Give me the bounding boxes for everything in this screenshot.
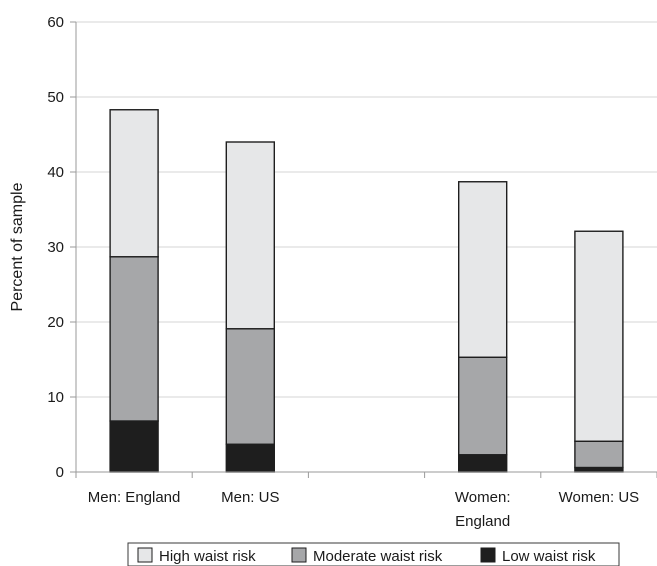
bar-segment-low-waist-risk-0 bbox=[109, 420, 159, 473]
y-tick-label-10: 10 bbox=[47, 389, 64, 406]
y-tick-label-0: 0 bbox=[56, 464, 64, 481]
bar-segment-high-waist-risk-3 bbox=[458, 181, 508, 358]
bar-segment-low-waist-risk-3 bbox=[458, 454, 508, 473]
legend-box bbox=[127, 542, 620, 566]
y-tick-labels: 0 10 20 30 40 50 60 bbox=[47, 14, 64, 481]
bar-segment-moderate-waist-risk-3 bbox=[458, 356, 508, 456]
legend-label-low-waist-risk: Low waist risk bbox=[502, 548, 596, 565]
axes bbox=[70, 21, 657, 478]
legend-label-moderate-waist-risk: Moderate waist risk bbox=[313, 548, 443, 565]
bar-segment-high-waist-risk-1 bbox=[225, 141, 276, 330]
bar-segment-moderate-waist-risk-4 bbox=[574, 440, 624, 469]
y-axis-title: Percent of sample bbox=[9, 182, 26, 311]
gridlines bbox=[76, 21, 657, 398]
legend-swatch-low-waist-risk bbox=[480, 547, 496, 563]
x-category-label-1: Men: US bbox=[221, 489, 279, 506]
x-category-label-3: Women: England bbox=[455, 489, 511, 530]
bars bbox=[109, 109, 624, 473]
legend-label-high-waist-risk: High waist risk bbox=[159, 548, 256, 565]
bar-segment-low-waist-risk-1 bbox=[225, 443, 276, 473]
legend-swatch-high-waist-risk bbox=[137, 547, 153, 563]
bar-segment-high-waist-risk-0 bbox=[109, 109, 159, 258]
x-category-label-4: Women: US bbox=[559, 489, 640, 506]
y-tick-label-40: 40 bbox=[47, 164, 64, 181]
x-category-label-0: Men: England bbox=[88, 489, 181, 506]
x-category-labels: Men: England Men: US Women: England Women: U… bbox=[88, 489, 639, 530]
y-tick-label-20: 20 bbox=[47, 314, 64, 331]
bar-segment-moderate-waist-risk-1 bbox=[225, 328, 276, 445]
legend-swatch-moderate-waist-risk bbox=[291, 547, 307, 563]
bar-segment-high-waist-risk-4 bbox=[574, 230, 624, 442]
y-tick-label-50: 50 bbox=[47, 89, 64, 106]
y-tick-label-30: 30 bbox=[47, 239, 64, 256]
bar-segment-moderate-waist-risk-0 bbox=[109, 256, 159, 422]
y-tick-label-60: 60 bbox=[47, 14, 64, 31]
legend: High waist risk Moderate waist risk Low wa… bbox=[127, 542, 620, 566]
